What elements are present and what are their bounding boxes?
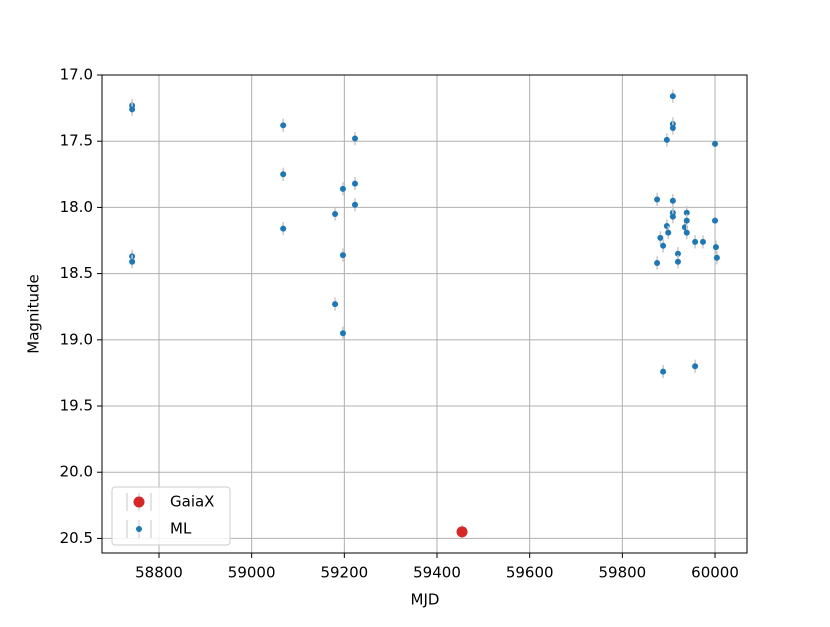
point: [669, 124, 676, 131]
x-tick-label: 59800: [598, 564, 646, 582]
point: [280, 122, 287, 129]
point: [351, 180, 358, 187]
point: [674, 258, 681, 265]
point: [339, 252, 346, 259]
point: [332, 301, 339, 308]
y-tick-label: 19.5: [60, 397, 93, 415]
point: [351, 201, 358, 208]
point: [129, 106, 136, 113]
x-tick-label: 60000: [691, 564, 739, 582]
legend-label: GaiaX: [170, 493, 214, 511]
point: [712, 217, 719, 224]
point: [665, 229, 672, 236]
point: [669, 213, 676, 220]
y-tick-label: 18.0: [60, 198, 93, 216]
legend-marker: [136, 526, 142, 532]
x-tick-label: 59200: [320, 564, 368, 582]
point: [692, 238, 699, 245]
point: [339, 185, 346, 192]
point: [657, 234, 664, 241]
point: [669, 93, 676, 100]
point: [456, 526, 468, 538]
point: [683, 209, 690, 216]
axes-frame: [101, 74, 748, 554]
point: [683, 229, 690, 236]
point: [712, 244, 719, 251]
y-tick-label: 19.0: [60, 330, 93, 348]
point: [280, 171, 287, 178]
point: [712, 140, 719, 147]
point: [129, 258, 136, 265]
point: [654, 260, 661, 267]
x-tick-label: 59600: [506, 564, 554, 582]
point: [692, 363, 699, 370]
point: [674, 250, 681, 257]
point: [660, 242, 667, 249]
point: [699, 238, 706, 245]
x-tick-label: 58800: [135, 564, 183, 582]
point: [339, 330, 346, 337]
point: [669, 197, 676, 204]
y-tick-label: 18.5: [60, 264, 93, 282]
legend-label: ML: [170, 520, 192, 538]
point: [683, 217, 690, 224]
point: [332, 211, 339, 218]
legend-marker: [133, 496, 145, 508]
y-tick-label: 20.0: [60, 463, 93, 481]
x-axis-label: MJD: [411, 591, 440, 609]
y-tick-label: 17.5: [60, 132, 93, 150]
y-tick-label: 20.5: [60, 529, 93, 547]
x-tick-label: 59400: [413, 564, 461, 582]
point: [660, 368, 667, 375]
y-tick-label: 17.0: [60, 66, 93, 84]
point: [713, 254, 720, 261]
x-tick-label: 59000: [228, 564, 276, 582]
point: [663, 136, 670, 143]
point: [654, 196, 661, 203]
y-axis-label: Magnitude: [25, 274, 43, 353]
point: [280, 225, 287, 232]
point: [351, 135, 358, 142]
